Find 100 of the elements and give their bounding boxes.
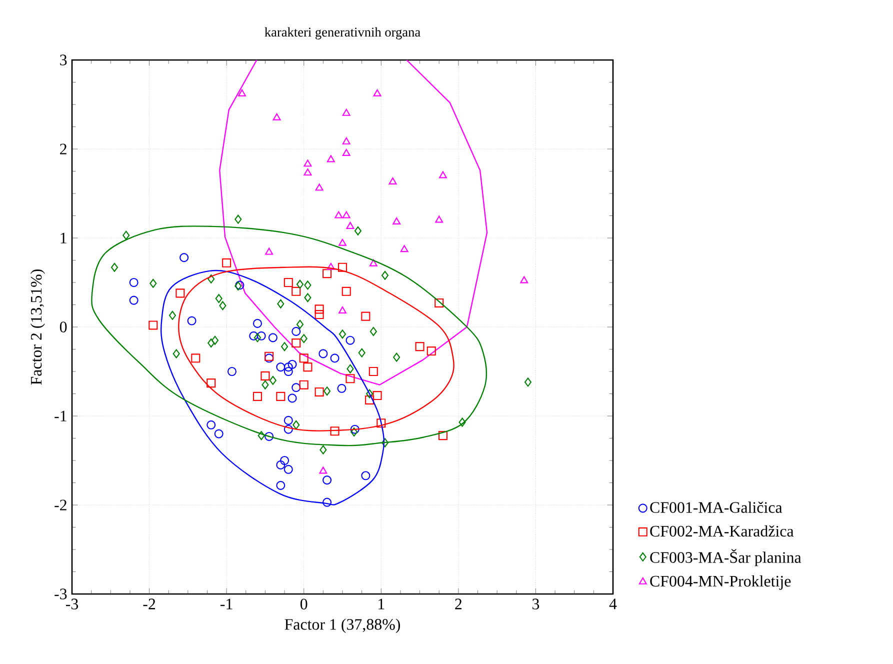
point: [265, 248, 274, 255]
point: [148, 320, 158, 330]
point: [215, 294, 222, 304]
point: [234, 282, 242, 291]
point: [438, 171, 447, 178]
point: [338, 306, 346, 314]
point: [314, 310, 324, 320]
point: [254, 333, 262, 342]
point: [208, 338, 215, 348]
point: [350, 424, 360, 434]
point: [346, 374, 355, 384]
point: [252, 318, 262, 328]
x-tick-label: -1: [220, 598, 232, 610]
point: [258, 431, 265, 440]
point: [324, 386, 331, 396]
point: [366, 389, 374, 398]
point: [320, 445, 327, 454]
point: [168, 310, 176, 320]
point: [276, 460, 286, 470]
point: [288, 394, 297, 403]
point: [284, 464, 293, 474]
point: [214, 429, 224, 438]
point: [304, 160, 312, 167]
point: [110, 262, 118, 272]
point: [299, 380, 308, 390]
point: [337, 384, 346, 393]
point: [361, 312, 370, 321]
point: [303, 362, 312, 372]
point: [350, 428, 358, 437]
point: [256, 331, 266, 340]
y-tick-label: -2: [54, 500, 66, 510]
y-tick-label: 2: [60, 144, 66, 154]
point: [276, 362, 286, 372]
point: [206, 420, 216, 430]
point: [272, 113, 281, 120]
point: [187, 316, 196, 326]
point: [365, 395, 374, 404]
line-series: [219, 60, 488, 386]
point: [296, 320, 304, 329]
point: [346, 222, 354, 229]
point: [227, 366, 236, 376]
point: [326, 262, 335, 270]
y-axis-title: Factor 2 (13,51%): [30, 270, 45, 385]
point: [458, 418, 466, 427]
point: [426, 346, 436, 356]
point: [235, 280, 244, 290]
point: [342, 211, 350, 218]
point: [129, 296, 138, 305]
x-tick-label: 3: [532, 598, 540, 610]
point: [172, 349, 180, 358]
point: [415, 342, 424, 352]
point: [208, 274, 215, 284]
point: [249, 331, 258, 340]
point: [372, 391, 382, 400]
point: [292, 382, 301, 392]
point: [292, 286, 301, 296]
point: [292, 326, 301, 336]
point: [219, 301, 226, 310]
point: [334, 211, 343, 218]
point: [434, 298, 444, 308]
point: [368, 366, 378, 376]
point: [300, 334, 308, 344]
point: [322, 269, 332, 278]
point: [338, 330, 346, 339]
point: [381, 270, 389, 280]
x-tick-label: 0: [300, 598, 308, 610]
point: [268, 333, 278, 342]
point: [284, 416, 293, 425]
point: [288, 360, 297, 369]
point: [342, 148, 350, 156]
y-tick-label: 1: [60, 232, 66, 244]
point: [252, 392, 262, 401]
legend-label: CF002-MA-Karadžica: [650, 525, 794, 537]
point: [342, 286, 351, 296]
point: [322, 476, 332, 485]
point: [435, 216, 444, 223]
x-tick-label: -2: [143, 598, 156, 610]
point: [284, 366, 293, 376]
point: [370, 326, 377, 336]
point: [361, 471, 370, 480]
point: [284, 362, 293, 372]
y-tick-label: 3: [60, 54, 67, 66]
x-tick-label: 2: [455, 598, 462, 610]
point: [330, 354, 340, 363]
point: [400, 245, 408, 252]
point: [129, 278, 138, 288]
point: [122, 230, 130, 240]
point: [206, 378, 216, 388]
point: [269, 376, 276, 385]
point: [369, 259, 378, 266]
point: [238, 89, 246, 96]
chart-title: karakteri generativnih organa: [264, 27, 420, 40]
point: [438, 431, 448, 440]
point: [276, 480, 286, 490]
point: [381, 438, 389, 448]
point: [176, 288, 185, 298]
point: [330, 426, 340, 436]
point: [342, 108, 350, 116]
point: [342, 137, 350, 144]
point: [222, 258, 232, 268]
